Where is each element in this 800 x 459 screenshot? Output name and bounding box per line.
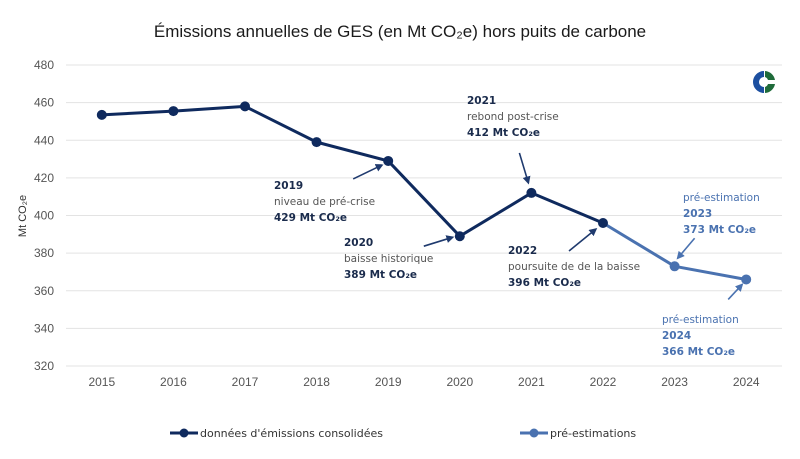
x-tick-label: 2016 bbox=[160, 375, 187, 389]
annotation-2019: 2019 niveau de pré-crise 429 Mt CO₂e bbox=[274, 164, 384, 224]
y-tick-label: 420 bbox=[34, 171, 54, 185]
x-tick-label: 2018 bbox=[303, 375, 330, 389]
annotation-arrow bbox=[568, 228, 598, 252]
y-tick-label: 460 bbox=[34, 96, 54, 110]
annotation-label: niveau de pré-crise bbox=[274, 196, 375, 208]
legend-label: données d'émissions consolidées bbox=[200, 427, 383, 440]
annotation-year: 2024 bbox=[662, 330, 691, 342]
annotation-2021: 2021 rebond post-crise 412 Mt CO₂e bbox=[467, 95, 559, 185]
annotation-value: 429 Mt CO₂e bbox=[274, 212, 347, 224]
organization-logo-icon bbox=[753, 71, 775, 93]
annotation-label: pré-estimation bbox=[683, 192, 760, 204]
legend: données d'émissions consolidées pré-estim… bbox=[170, 427, 636, 440]
x-axis-ticks: 2015 2016 2017 2018 2019 2020 2021 2022 2023 2024 bbox=[88, 375, 759, 389]
data-point bbox=[311, 137, 322, 148]
annotation-year: 2022 bbox=[508, 245, 537, 257]
annotation-value: 412 Mt CO₂e bbox=[467, 127, 540, 139]
x-tick-label: 2015 bbox=[88, 375, 115, 389]
x-tick-label: 2024 bbox=[733, 375, 760, 389]
annotation-year: 2021 bbox=[467, 95, 496, 107]
annotation-arrow bbox=[727, 283, 744, 301]
data-point bbox=[741, 274, 752, 285]
x-tick-label: 2017 bbox=[232, 375, 259, 389]
gridlines bbox=[66, 64, 782, 367]
x-tick-label: 2020 bbox=[446, 375, 473, 389]
annotation-value: 389 Mt CO₂e bbox=[344, 269, 417, 281]
annotation-label: baisse historique bbox=[344, 253, 433, 265]
x-tick-label: 2023 bbox=[661, 375, 688, 389]
series-layer bbox=[96, 101, 752, 285]
legend-swatch-marker bbox=[179, 428, 189, 438]
data-point bbox=[383, 155, 394, 166]
annotation-arrow bbox=[352, 164, 384, 180]
y-tick-label: 340 bbox=[34, 321, 54, 335]
x-tick-label: 2022 bbox=[590, 375, 617, 389]
data-point bbox=[240, 101, 250, 112]
data-point bbox=[598, 218, 608, 229]
y-axis-label: Mt CO₂e bbox=[17, 195, 29, 237]
annotation-label: rebond post-crise bbox=[467, 111, 559, 123]
annotation-year: 2023 bbox=[683, 208, 712, 220]
y-tick-label: 400 bbox=[34, 209, 54, 223]
annotation-value: 396 Mt CO₂e bbox=[508, 277, 581, 289]
legend-label: pré-estimations bbox=[550, 427, 636, 440]
x-tick-label: 2019 bbox=[375, 375, 402, 389]
legend-swatch-marker bbox=[529, 428, 539, 438]
series-line-0 bbox=[101, 104, 604, 238]
annotation-value: 373 Mt CO₂e bbox=[683, 224, 756, 236]
annotation-2024: pré-estimation 2024 366 Mt CO₂e bbox=[662, 283, 744, 358]
y-tick-label: 320 bbox=[34, 359, 54, 373]
annotation-2023: pré-estimation 2023 373 Mt CO₂e bbox=[676, 192, 760, 260]
annotation-year: 2020 bbox=[344, 237, 373, 249]
y-tick-label: 480 bbox=[34, 58, 54, 72]
y-tick-label: 380 bbox=[34, 246, 54, 260]
annotation-arrow bbox=[518, 152, 531, 185]
annotation-2022: 2022 poursuite de de la baisse 396 Mt CO₂e bbox=[508, 228, 640, 289]
annotation-value: 366 Mt CO₂e bbox=[662, 346, 735, 358]
annotation-arrow bbox=[423, 235, 455, 247]
chart-title: Émissions annuelles de GES (en Mt CO₂e) … bbox=[154, 22, 646, 41]
data-point bbox=[454, 231, 465, 242]
annotation-arrow bbox=[676, 237, 696, 260]
data-point bbox=[96, 109, 107, 120]
y-tick-label: 440 bbox=[34, 133, 54, 147]
legend-item-0: données d'émissions consolidées bbox=[170, 427, 383, 440]
data-point bbox=[168, 106, 179, 117]
annotations-layer: 2019 niveau de pré-crise 429 Mt CO₂e 2020 ba… bbox=[274, 95, 760, 358]
legend-item-1: pré-estimations bbox=[520, 427, 636, 440]
annotation-label: pré-estimation bbox=[662, 314, 739, 326]
data-point bbox=[526, 187, 537, 198]
annotation-year: 2019 bbox=[274, 180, 303, 192]
y-tick-label: 360 bbox=[34, 284, 54, 298]
annotation-2020: 2020 baisse historique 389 Mt CO₂e bbox=[344, 235, 455, 281]
annotation-label: poursuite de de la baisse bbox=[508, 261, 640, 273]
data-point bbox=[669, 261, 680, 272]
y-axis-ticks: 320 340 360 380 400 420 440 460 480 bbox=[34, 58, 54, 373]
x-tick-label: 2021 bbox=[518, 375, 545, 389]
